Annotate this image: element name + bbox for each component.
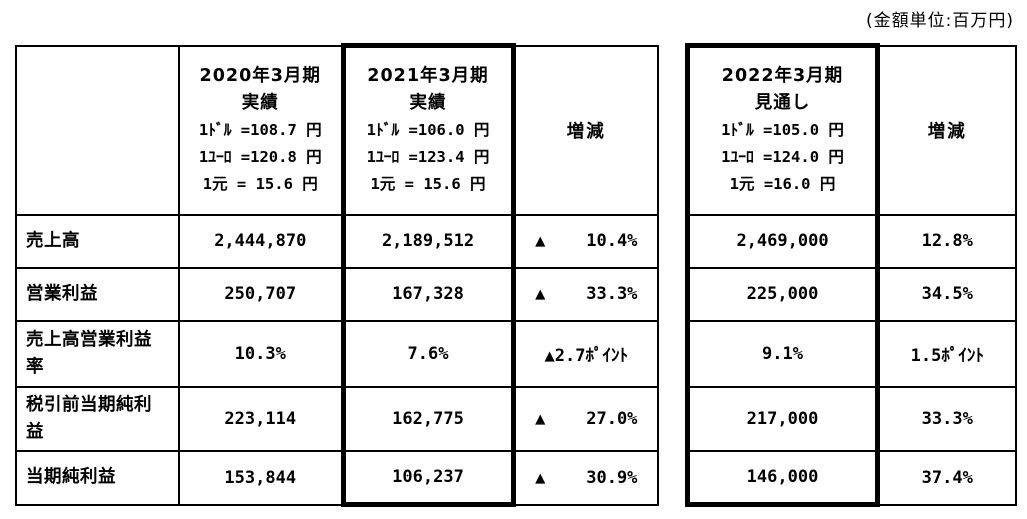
change-value: ▲2.7ﾎﾟｲﾝﾄ xyxy=(512,319,659,388)
usd-rate: 1ﾄﾞﾙ =108.7 円 xyxy=(198,120,322,139)
header-row: 2022年3月期 見通し 1ﾄﾞﾙ =105.0 円 1ﾕｰﾛ =124.0 円… xyxy=(685,43,1017,216)
fy2021-value: 2,189,512 xyxy=(340,213,516,269)
fy2022-forecast-header: 2022年3月期 見通し 1ﾄﾞﾙ =105.0 円 1ﾕｰﾛ =124.0 円… xyxy=(685,43,880,216)
cny-rate: 1元 = 15.6 円 xyxy=(202,174,318,193)
header-row: 2020年3月期 実績 1ﾄﾞﾙ =108.7 円 1ﾕｰﾛ =120.8 円 … xyxy=(15,43,659,216)
fy2020-actual-header: 2020年3月期 実績 1ﾄﾞﾙ =108.7 円 1ﾕｰﾛ =120.8 円 … xyxy=(178,44,344,216)
fy2021-value: 7.6% xyxy=(340,319,516,388)
change-value: ▲ 33.3% xyxy=(512,266,659,322)
table-row-operating-income: 225,000 34.5% xyxy=(685,266,1017,322)
table-row-operating-income: 営業利益 250,707 167,328 ▲ 33.3% xyxy=(15,266,659,322)
unit-note: (金額単位:百万円) xyxy=(866,11,1014,31)
usd-rate: 1ﾄﾞﾙ =106.0 円 xyxy=(366,121,490,140)
cny-rate: 1元 = 15.6 円 xyxy=(370,175,486,194)
change-value: 12.8% xyxy=(876,213,1017,269)
metric-label: 売上高 xyxy=(15,213,180,269)
fiscal-year-title: 2021年3月期 xyxy=(367,66,489,87)
change-header: 増減 xyxy=(876,44,1017,216)
table-row-operating-margin: 9.1% 1.5ﾎﾟｲﾝﾄ xyxy=(685,319,1017,388)
cny-rate: 1元 =16.0 円 xyxy=(729,175,836,194)
fy2021-value: 106,237 xyxy=(340,449,516,507)
fy2020-value: 153,844 xyxy=(178,449,344,506)
fiscal-year-subtitle: 実績 xyxy=(241,92,279,113)
table-row-pretax-income: 217,000 33.3% xyxy=(685,385,1017,452)
eur-rate: 1ﾕｰﾛ =120.8 円 xyxy=(198,147,322,166)
change-value: ▲ 10.4% xyxy=(512,213,659,269)
fiscal-year-subtitle: 見通し xyxy=(754,93,811,114)
fy2021-value: 162,775 xyxy=(340,385,516,452)
change-value: 1.5ﾎﾟｲﾝﾄ xyxy=(876,319,1017,388)
fy2022-value: 9.1% xyxy=(685,319,880,388)
metric-label: 当期純利益 xyxy=(15,449,180,506)
fy2020-value: 10.3% xyxy=(178,319,344,388)
change-header-label: 増減 xyxy=(927,121,967,142)
change-header-label: 増減 xyxy=(566,121,606,142)
corner-cell xyxy=(15,44,180,216)
fy2020-value: 223,114 xyxy=(178,385,344,452)
fy2021-value: 167,328 xyxy=(340,266,516,322)
change-value: 37.4% xyxy=(876,449,1017,506)
fy2020-value: 2,444,870 xyxy=(178,213,344,269)
fiscal-year-subtitle: 実績 xyxy=(409,93,447,114)
change-value: ▲ 30.9% xyxy=(512,449,659,506)
fiscal-year-title: 2020年3月期 xyxy=(199,65,321,86)
eur-rate: 1ﾕｰﾛ =124.0 円 xyxy=(721,148,844,167)
fy2022-value: 146,000 xyxy=(685,449,880,507)
fy2020-value: 250,707 xyxy=(178,266,344,322)
forecast-table: 2022年3月期 見通し 1ﾄﾞﾙ =105.0 円 1ﾕｰﾛ =124.0 円… xyxy=(685,43,1017,507)
change-value: 33.3% xyxy=(876,385,1017,452)
fy2021-actual-header: 2021年3月期 実績 1ﾄﾞﾙ =106.0 円 1ﾕｰﾛ =123.4 円 … xyxy=(340,43,516,216)
metric-label: 税引前当期純利益 xyxy=(15,385,180,452)
metric-label: 売上高営業利益率 xyxy=(15,319,180,388)
change-value: 34.5% xyxy=(876,266,1017,322)
fy2022-value: 225,000 xyxy=(685,266,880,322)
table-row-net-income: 146,000 37.4% xyxy=(685,449,1017,507)
eur-rate: 1ﾕｰﾛ =123.4 円 xyxy=(366,148,490,167)
table-row-pretax-income: 税引前当期純利益 223,114 162,775 ▲ 27.0% xyxy=(15,385,659,452)
table-row-operating-margin: 売上高営業利益率 10.3% 7.6% ▲2.7ﾎﾟｲﾝﾄ xyxy=(15,319,659,388)
table-row-sales: 2,469,000 12.8% xyxy=(685,213,1017,269)
fiscal-year-title: 2022年3月期 xyxy=(721,66,844,87)
fy2022-value: 2,469,000 xyxy=(685,213,880,269)
tables-wrapper: 2020年3月期 実績 1ﾄﾞﾙ =108.7 円 1ﾕｰﾛ =120.8 円 … xyxy=(15,43,1017,507)
change-value: ▲ 27.0% xyxy=(512,385,659,452)
fy2022-value: 217,000 xyxy=(685,385,880,452)
table-row-sales: 売上高 2,444,870 2,189,512 ▲ 10.4% xyxy=(15,213,659,269)
change-header: 増減 xyxy=(512,44,659,216)
actuals-comparison-table: 2020年3月期 実績 1ﾄﾞﾙ =108.7 円 1ﾕｰﾛ =120.8 円 … xyxy=(15,43,659,507)
metric-label: 営業利益 xyxy=(15,266,180,322)
usd-rate: 1ﾄﾞﾙ =105.0 円 xyxy=(721,121,844,140)
table-row-net-income: 当期純利益 153,844 106,237 ▲ 30.9% xyxy=(15,449,659,507)
